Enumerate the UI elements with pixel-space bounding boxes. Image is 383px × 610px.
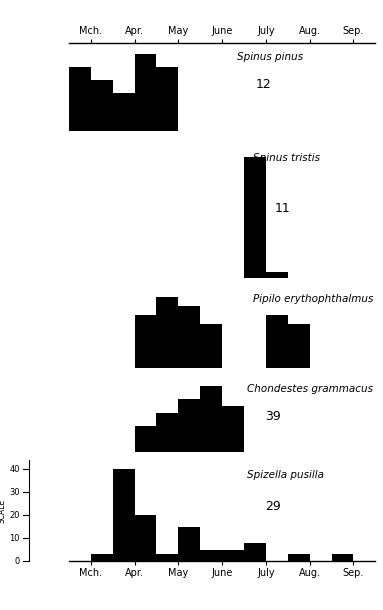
Text: Pipilo erythophthalmus: Pipilo erythophthalmus — [253, 295, 373, 304]
Bar — [178, 306, 200, 368]
Bar — [266, 272, 288, 278]
Bar — [288, 324, 310, 368]
Bar — [332, 554, 354, 561]
Bar — [157, 297, 178, 368]
Bar — [244, 543, 266, 561]
Bar — [113, 93, 134, 131]
Text: SCALE: SCALE — [0, 498, 6, 523]
Bar — [91, 554, 113, 561]
Text: 39: 39 — [265, 411, 281, 423]
Bar — [91, 80, 113, 131]
Text: 19: 19 — [274, 323, 290, 336]
Bar — [222, 406, 244, 452]
Bar — [222, 550, 244, 561]
Text: 40: 40 — [10, 465, 20, 473]
Bar — [266, 315, 288, 368]
Text: Chondestes grammacus: Chondestes grammacus — [247, 384, 373, 394]
Bar — [157, 554, 178, 561]
Bar — [200, 386, 222, 452]
Text: 10: 10 — [10, 534, 20, 543]
Text: 0: 0 — [15, 557, 20, 565]
Text: 11: 11 — [274, 202, 290, 215]
Bar — [134, 515, 157, 561]
Bar — [157, 412, 178, 452]
Text: Spinus pinus: Spinus pinus — [237, 52, 304, 62]
Text: 12: 12 — [256, 78, 272, 91]
Bar — [200, 550, 222, 561]
Bar — [113, 469, 134, 561]
Text: Spinus tristis: Spinus tristis — [253, 153, 320, 163]
Bar — [178, 400, 200, 452]
Bar — [244, 157, 266, 278]
Bar — [134, 426, 157, 452]
Bar — [200, 324, 222, 368]
Bar — [134, 54, 157, 131]
Bar — [178, 526, 200, 561]
Bar — [69, 67, 91, 131]
Bar — [157, 67, 178, 131]
Bar — [134, 315, 157, 368]
Text: 29: 29 — [265, 500, 281, 514]
Text: Spizella pusilla: Spizella pusilla — [247, 470, 324, 480]
Bar — [288, 554, 310, 561]
Text: 30: 30 — [9, 487, 20, 497]
Text: 20: 20 — [10, 511, 20, 520]
